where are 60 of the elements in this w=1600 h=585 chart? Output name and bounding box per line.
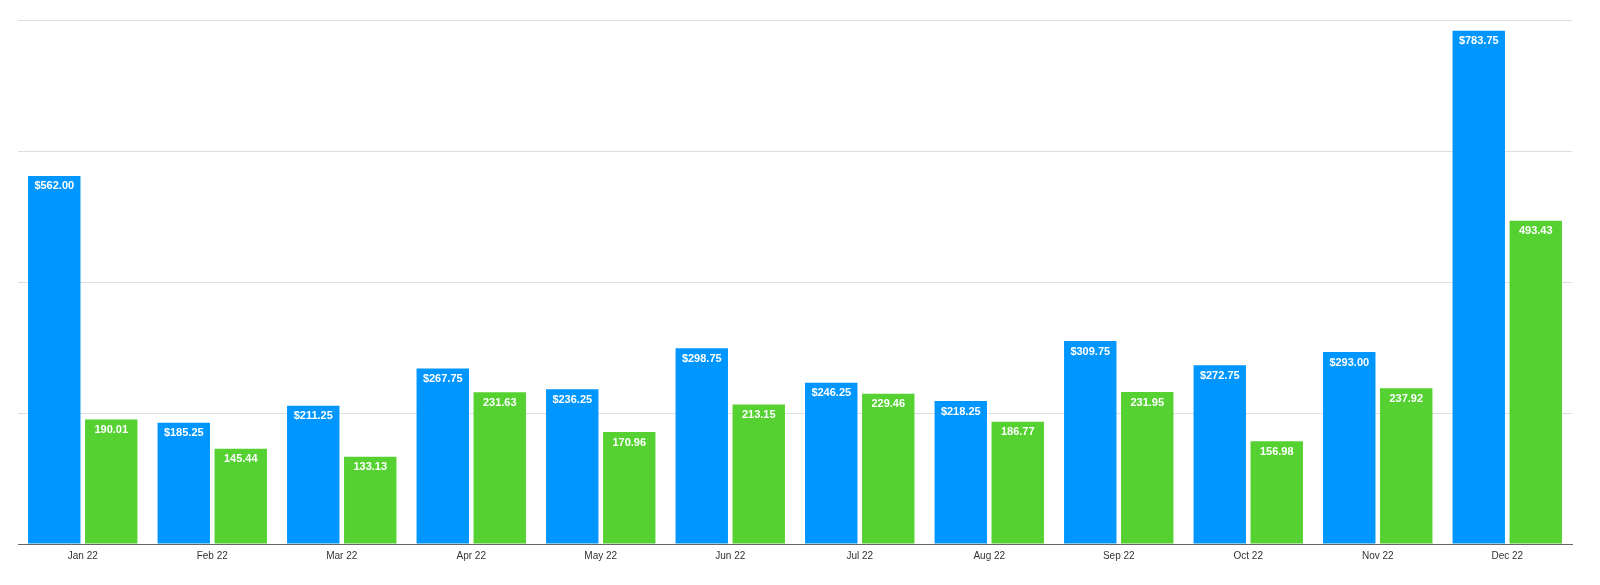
x-tick-label: Feb 22 xyxy=(196,549,229,561)
bar xyxy=(675,348,728,544)
data-label: 231.95 xyxy=(1130,395,1165,408)
bar xyxy=(603,432,656,544)
bar xyxy=(546,389,599,544)
data-label: $211.25 xyxy=(293,409,333,422)
bar xyxy=(1193,365,1246,544)
bar xyxy=(991,421,1044,544)
data-label: $309.75 xyxy=(1070,344,1111,357)
data-label: $562.00 xyxy=(34,179,75,192)
x-tick-label: Mar 22 xyxy=(326,549,358,561)
data-label: $267.75 xyxy=(422,372,463,385)
bar xyxy=(732,404,785,544)
x-tick-label: Jun 22 xyxy=(715,549,746,561)
data-label: 190.01 xyxy=(94,423,129,436)
bar xyxy=(934,401,987,544)
data-label: $218.25 xyxy=(940,404,981,417)
data-label: $236.25 xyxy=(552,392,593,405)
data-label: 156.98 xyxy=(1259,444,1294,457)
x-tick-label: May 22 xyxy=(584,549,618,561)
data-label: 186.77 xyxy=(1000,425,1035,438)
data-label: $185.25 xyxy=(163,426,204,439)
bar xyxy=(214,448,267,544)
bar xyxy=(28,175,81,544)
bar xyxy=(157,422,210,544)
data-label: 145.44 xyxy=(223,452,259,465)
data-label: 237.92 xyxy=(1389,391,1424,404)
data-label: $272.75 xyxy=(1199,368,1240,381)
bar xyxy=(1250,441,1303,544)
data-label: $298.75 xyxy=(681,351,722,364)
bar xyxy=(1121,392,1174,544)
data-label: 133.13 xyxy=(353,460,388,473)
data-label: $783.75 xyxy=(1458,34,1499,47)
x-tick-label: Dec 22 xyxy=(1491,549,1524,561)
bar xyxy=(287,405,340,544)
x-tick-label: Oct 22 xyxy=(1233,549,1264,561)
data-label: 231.63 xyxy=(482,395,517,408)
data-label: 229.46 xyxy=(871,397,906,410)
x-tick-label: Aug 22 xyxy=(973,549,1006,561)
bar xyxy=(862,393,915,544)
data-label: $293.00 xyxy=(1329,355,1370,368)
x-tick-label: Jan 22 xyxy=(67,549,99,561)
bar xyxy=(473,392,526,544)
x-tick-label: Nov 22 xyxy=(1361,549,1395,561)
x-tick-label: Sep 22 xyxy=(1102,549,1136,561)
bar xyxy=(1380,388,1433,544)
bar xyxy=(344,456,397,544)
bar xyxy=(1064,341,1117,544)
data-label: 170.96 xyxy=(612,435,647,448)
bar xyxy=(1509,220,1562,544)
bar xyxy=(1323,352,1376,544)
bar xyxy=(1452,30,1505,544)
bar xyxy=(416,368,469,544)
x-tick-label: Jul 22 xyxy=(846,549,874,561)
data-label: 493.43 xyxy=(1518,224,1553,237)
data-label: $246.25 xyxy=(811,386,852,399)
bar xyxy=(85,419,138,544)
data-label: 213.15 xyxy=(741,407,776,420)
x-tick-label: Apr 22 xyxy=(456,549,487,561)
bar xyxy=(805,382,858,544)
